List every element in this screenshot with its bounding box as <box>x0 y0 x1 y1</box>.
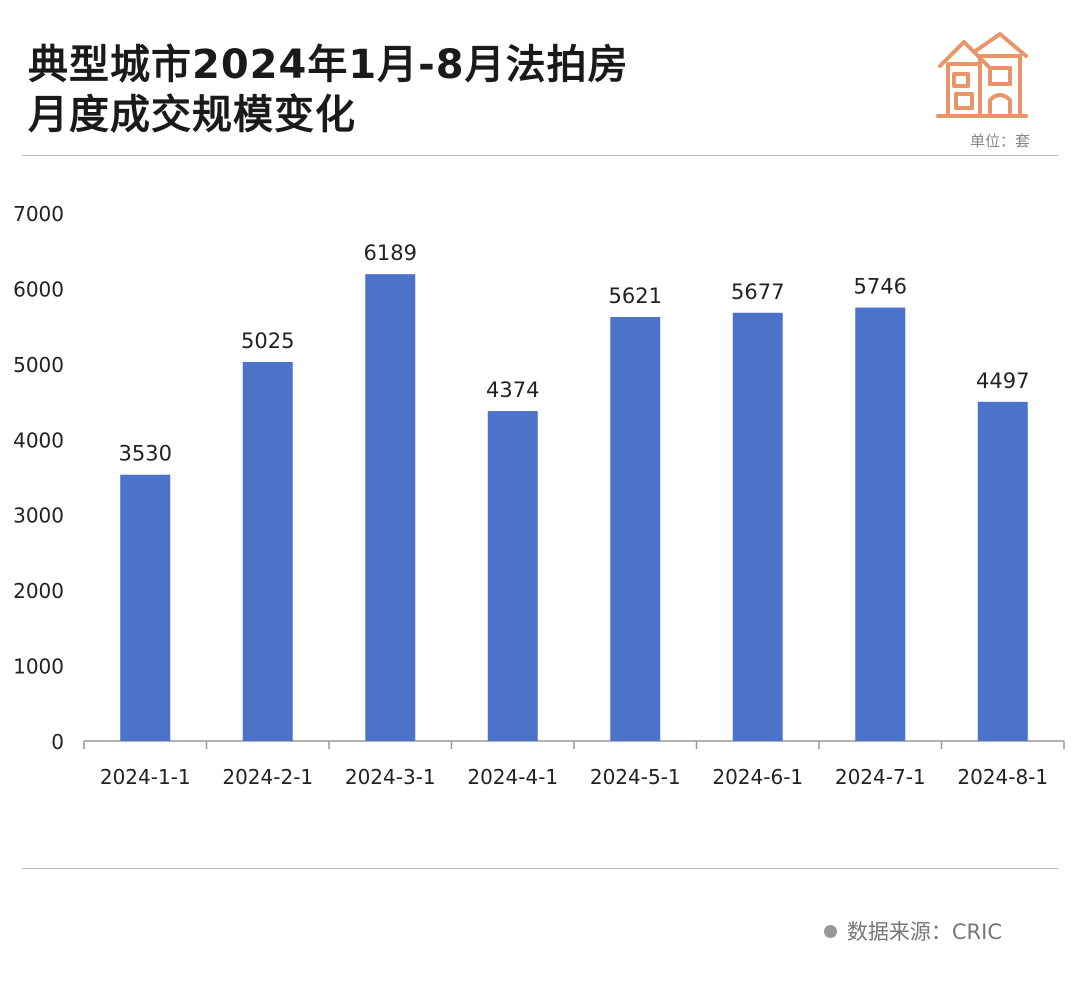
title-divider <box>22 155 1058 156</box>
data-label: 3530 <box>119 442 172 466</box>
house-icon <box>936 32 1028 118</box>
source-note: 数据来源：CRIC <box>823 916 1002 946</box>
bar-chart: 0 1000 2000 3000 4000 5000 6000 7000 3530 2024-1-… <box>13 202 1065 789</box>
y-tick-label: 6000 <box>13 277 64 301</box>
y-tick-label: 7000 <box>13 202 64 226</box>
x-tick-label: 2024-1-1 <box>100 765 191 789</box>
x-tick-label: 2024-8-1 <box>957 765 1048 789</box>
chart-title-line-1: 典型城市2024年1月-8月法拍房 <box>28 42 629 88</box>
bar <box>610 317 661 741</box>
x-tick-label: 2024-5-1 <box>590 765 681 789</box>
y-tick-label: 2000 <box>13 579 64 603</box>
bar <box>855 307 906 741</box>
x-tick-label: 2024-6-1 <box>712 765 803 789</box>
data-label: 5677 <box>731 280 784 304</box>
bar <box>487 411 538 741</box>
bar <box>732 312 783 741</box>
data-label: 4497 <box>976 369 1029 393</box>
y-tick-label: 0 <box>51 730 64 754</box>
x-tick-label: 2024-7-1 <box>835 765 926 789</box>
bar <box>977 401 1028 741</box>
source-label: 数据来源：CRIC <box>846 920 1002 944</box>
footer-divider <box>22 868 1058 869</box>
x-tick-label: 2024-3-1 <box>345 765 436 789</box>
y-tick-label: 3000 <box>13 504 64 528</box>
data-label: 5025 <box>241 329 294 353</box>
bar <box>365 274 416 741</box>
data-label: 4374 <box>486 378 539 402</box>
chart-title: 典型城市2024年1月-8月法拍房 月度成交规模变化 <box>28 40 629 140</box>
y-tick-label: 5000 <box>13 353 64 377</box>
bar <box>242 361 293 741</box>
bullet-icon <box>823 925 837 938</box>
x-tick-label: 2024-4-1 <box>467 765 558 789</box>
y-tick-label: 4000 <box>13 428 64 452</box>
data-label: 6189 <box>364 241 417 265</box>
data-label: 5746 <box>854 275 907 299</box>
unit-label: 单位：套 <box>969 132 1030 150</box>
y-tick-label: 1000 <box>13 655 64 679</box>
chart-title-line-2: 月度成交规模变化 <box>28 92 356 138</box>
bar <box>120 474 171 741</box>
data-label: 5621 <box>609 284 662 308</box>
x-tick-label: 2024-2-1 <box>222 765 313 789</box>
